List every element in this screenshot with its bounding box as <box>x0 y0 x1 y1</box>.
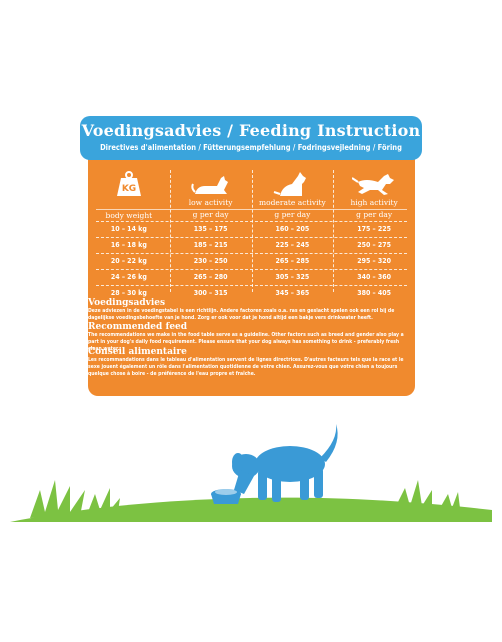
table-cell: 305 – 325 <box>275 273 310 281</box>
column-unit: g per day <box>192 210 229 219</box>
table-cell: 300 – 315 <box>193 289 228 297</box>
table-cell: 10 – 14 kg <box>110 225 147 233</box>
section-body: Deze adviezen in de voedingstabel is een… <box>88 308 395 321</box>
table-cell: 28 – 30 kg <box>110 289 147 297</box>
row-divider <box>96 269 407 270</box>
page-subtitle: Directives d'alimentation / Fütterungsem… <box>100 143 402 152</box>
table-cell: 185 – 215 <box>193 241 228 249</box>
grass-ground <box>10 497 492 522</box>
table-cell: 380 – 405 <box>357 289 392 297</box>
section-body: Les recommandations dans le tableau d'al… <box>88 357 404 377</box>
section-heading: Voedingsadvies <box>88 298 166 308</box>
table-cell: 230 – 250 <box>193 257 228 265</box>
column-divider <box>169 170 172 292</box>
row-divider <box>96 221 407 222</box>
row-divider <box>96 285 407 286</box>
table-cell: 265 – 280 <box>193 273 228 281</box>
table-cell: 340 – 360 <box>357 273 392 281</box>
lying-dog-icon <box>170 170 252 198</box>
grass-scene <box>10 424 492 522</box>
table-column: low activity g per day 135 – 175 185 – 215 2… <box>170 166 252 297</box>
row-divider <box>96 237 407 238</box>
section-french: Conseil alimentaire Les recommandations … <box>88 347 408 378</box>
table-cell: 345 – 365 <box>275 289 310 297</box>
svg-text:KG: KG <box>122 184 136 194</box>
table-cell: 135 – 175 <box>193 225 228 233</box>
table-cell: 295 – 320 <box>357 257 392 265</box>
sitting-dog-icon <box>252 170 334 198</box>
table-cell: 265 – 285 <box>275 257 310 265</box>
table-cell: 24 – 26 kg <box>110 273 147 281</box>
table-cell: 175 – 225 <box>357 225 392 233</box>
table-column: high activity g per day 175 – 225 250 – 275… <box>333 166 415 297</box>
section-heading: Conseil alimentaire <box>88 347 187 357</box>
column-unit: g per day <box>356 210 393 219</box>
table-cell: 20 – 22 kg <box>110 257 147 265</box>
page-title: Voedingsadvies / Feeding Instruction <box>81 121 421 140</box>
food-bowl-icon <box>211 489 241 504</box>
table-cell: 225 – 245 <box>275 241 310 249</box>
grass-tuft-left-2 <box>88 488 120 512</box>
column-unit: g per day <box>274 210 311 219</box>
table-cell: 160 – 205 <box>275 225 310 233</box>
column-label: high activity <box>350 198 398 207</box>
kg-weight-icon: KG <box>88 170 170 198</box>
table-cell: 16 – 18 kg <box>110 241 147 249</box>
section-english: Recommended feed The recommendations we … <box>88 322 408 353</box>
section-body: The recommendations we make in the food … <box>88 332 404 352</box>
section-heading: Recommended feed <box>88 322 188 332</box>
column-label: moderate activity <box>259 198 326 207</box>
row-divider <box>96 253 407 254</box>
column-label: body weight <box>105 211 153 220</box>
running-dog-icon <box>333 170 415 198</box>
column-divider <box>251 170 254 292</box>
header-divider <box>96 209 407 210</box>
column-divider <box>333 170 335 292</box>
eating-dog-icon <box>232 424 338 502</box>
grass-tuft-right-2 <box>440 492 460 508</box>
table-column: moderate activity g per day 160 – 205 225 –… <box>252 166 334 297</box>
column-label: low activity <box>188 198 233 207</box>
table-columns: KG body weight 10 – 14 kg 16 – 18 kg 20 – 22… <box>88 166 415 297</box>
header-banner: Voedingsadvies / Feeding Instruction Dir… <box>80 116 422 160</box>
grass-tuft-right <box>395 480 432 510</box>
grass-tuft-left <box>30 480 85 518</box>
section-dutch: Voedingsadvies Deze adviezen in de voedi… <box>88 298 408 322</box>
table-column: KG body weight 10 – 14 kg 16 – 18 kg 20 – 22… <box>88 166 170 297</box>
table-cell: 250 – 275 <box>357 241 392 249</box>
